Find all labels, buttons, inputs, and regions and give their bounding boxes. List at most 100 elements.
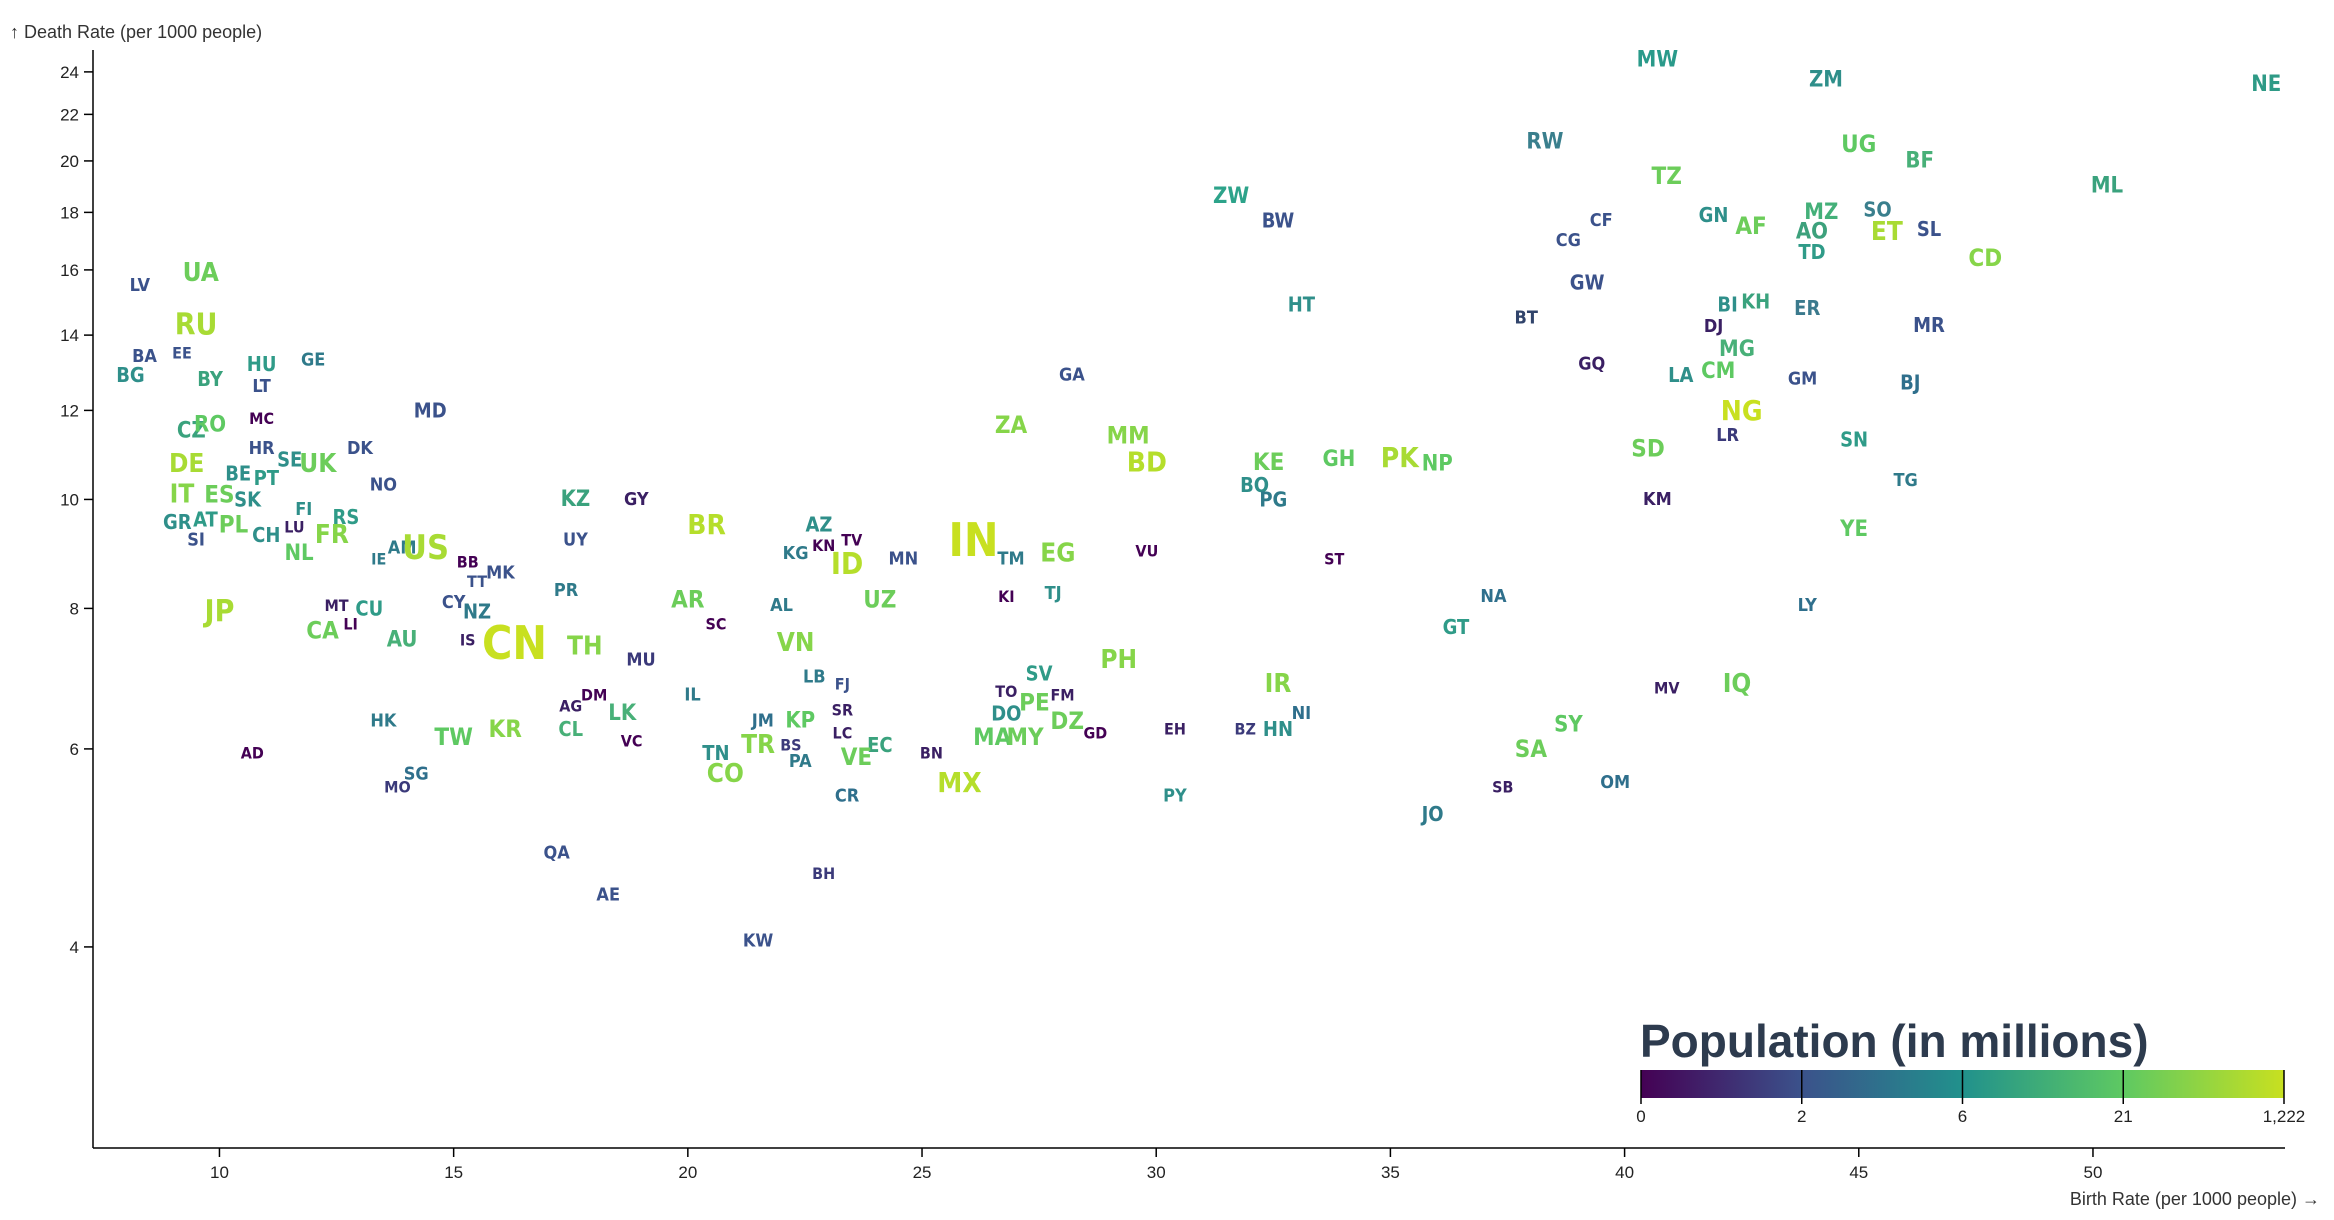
country-label-ke: KE — [1253, 448, 1285, 476]
country-label-at: AT — [193, 507, 218, 531]
country-label-sv: SV — [1026, 662, 1053, 686]
x-tick-label: 15 — [444, 1163, 463, 1182]
x-tick-label: 30 — [1147, 1163, 1166, 1182]
country-label-ng: NG — [1721, 394, 1763, 427]
country-label-er: ER — [1794, 296, 1820, 320]
country-label-cy: CY — [442, 592, 466, 613]
country-label-lk: LK — [608, 701, 637, 726]
country-label-bw: BW — [1262, 209, 1295, 233]
country-label-ga: GA — [1059, 365, 1085, 386]
country-label-nz: NZ — [463, 599, 491, 623]
country-label-ml: ML — [2091, 173, 2124, 198]
country-label-hr: HR — [249, 438, 276, 459]
country-label-mt: MT — [324, 596, 348, 615]
country-label-mx: MX — [937, 766, 982, 799]
country-label-sd: SD — [1631, 434, 1664, 462]
y-axis: 4 6 8 10 12 14 16 18 20 22 24 — [60, 50, 94, 1148]
country-label-ge: GE — [301, 350, 325, 371]
country-label-br: BR — [687, 508, 726, 541]
country-label-my: MY — [1007, 723, 1044, 751]
country-label-bn: BN — [920, 743, 943, 762]
country-label-ba: BA — [132, 346, 157, 367]
country-label-tw: TW — [434, 723, 473, 751]
country-label-np: NP — [1422, 452, 1453, 477]
country-label-mu: MU — [626, 649, 655, 670]
country-label-mk: MK — [486, 563, 516, 584]
country-label-is: IS — [460, 630, 476, 649]
y-tick-label: 24 — [60, 63, 79, 82]
country-label-th: TH — [567, 631, 603, 661]
country-label-bb: BB — [457, 552, 479, 571]
y-tick-label: 12 — [60, 401, 79, 420]
country-label-tm: TM — [997, 549, 1024, 570]
country-label-cf: CF — [1590, 210, 1613, 231]
country-label-sl: SL — [1917, 217, 1941, 241]
country-label-vc: VC — [621, 731, 643, 750]
country-label-kp: KP — [785, 709, 815, 734]
country-label-fi: FI — [295, 499, 312, 520]
country-label-bj: BJ — [1900, 371, 1920, 395]
country-label-qa: QA — [544, 842, 571, 863]
y-tick-label: 8 — [70, 599, 79, 618]
country-label-et: ET — [1871, 217, 1903, 247]
country-label-eg: EG — [1040, 539, 1075, 569]
country-label-cd: CD — [1968, 244, 2002, 272]
country-label-fr: FR — [315, 520, 349, 550]
country-label-dm: DM — [581, 686, 607, 705]
country-label-ru: RU — [175, 307, 218, 342]
country-label-md: MD — [414, 398, 447, 422]
country-label-fm: FM — [1050, 686, 1074, 705]
country-label-az: AZ — [805, 512, 832, 536]
x-tick-label: 45 — [1849, 1163, 1868, 1182]
country-label-uz: UZ — [863, 585, 896, 613]
country-label-ki: KI — [998, 587, 1015, 606]
country-label-id: ID — [831, 547, 863, 582]
country-label-gt: GT — [1443, 615, 1470, 639]
country-label-ht: HT — [1288, 293, 1316, 317]
country-label-uk: UK — [299, 449, 337, 479]
country-label-co: CO — [707, 759, 744, 789]
country-label-bs: BS — [780, 735, 801, 754]
country-label-dz: DZ — [1050, 707, 1084, 735]
country-label-rw: RW — [1526, 129, 1563, 154]
country-label-pk: PK — [1381, 441, 1420, 474]
country-label-tv: TV — [841, 531, 863, 550]
y-tick-label: 18 — [60, 203, 79, 222]
country-label-nl: NL — [284, 541, 314, 566]
country-label-tt: TT — [467, 572, 487, 591]
country-label-la: LA — [1668, 363, 1693, 387]
country-label-mr: MR — [1913, 313, 1945, 337]
x-tick-label: 20 — [678, 1163, 697, 1182]
country-label-us: US — [402, 528, 449, 568]
country-label-tg: TG — [1893, 470, 1917, 491]
legend-ticks: 0 2 6 21 1,222 — [1636, 1070, 2305, 1126]
country-label-km: KM — [1643, 489, 1672, 510]
y-tick-label: 14 — [60, 326, 79, 345]
country-label-to: TO — [995, 682, 1017, 701]
country-label-kz: KZ — [561, 487, 591, 512]
country-label-cr: CR — [835, 785, 860, 806]
country-label-bi: BI — [1717, 293, 1737, 317]
country-label-dk: DK — [347, 438, 374, 459]
country-label-rs: RS — [333, 505, 360, 529]
country-label-mm: MM — [1107, 421, 1150, 449]
country-label-bd: BD — [1127, 445, 1167, 478]
country-label-fj: FJ — [835, 675, 850, 694]
country-label-ni: NI — [1292, 703, 1312, 724]
country-label-ph: PH — [1100, 645, 1137, 675]
country-label-in: IN — [949, 513, 999, 567]
country-label-pa: PA — [789, 751, 812, 772]
country-label-gm: GM — [1788, 368, 1817, 389]
x-tick-label: 50 — [2084, 1163, 2103, 1182]
country-label-pg: PG — [1259, 487, 1287, 511]
country-label-kw: KW — [743, 930, 774, 951]
country-label-om: OM — [1600, 772, 1630, 793]
country-label-bt: BT — [1515, 307, 1538, 328]
country-label-so: SO — [1863, 198, 1891, 222]
country-label-hk: HK — [370, 711, 398, 732]
country-label-kn: KN — [812, 536, 835, 555]
country-label-lt: LT — [252, 376, 270, 397]
country-label-bz: BZ — [1235, 719, 1256, 738]
country-label-jp: JP — [203, 594, 235, 629]
country-label-vu: VU — [1135, 541, 1158, 560]
